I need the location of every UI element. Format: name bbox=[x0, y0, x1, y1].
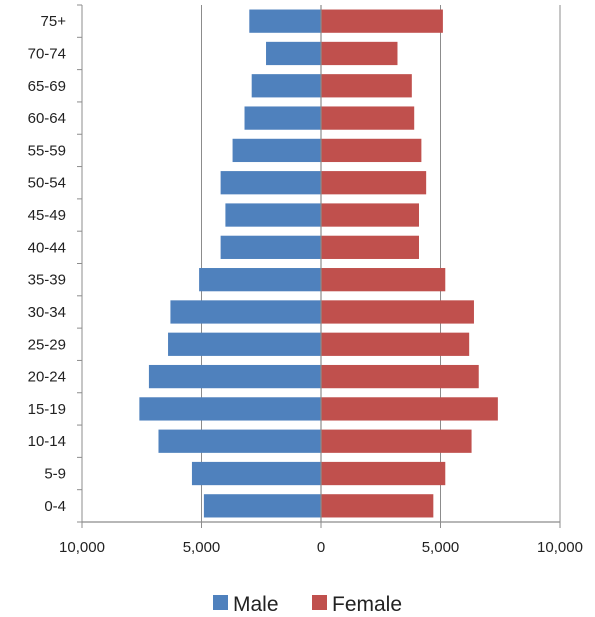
x-tick-label: 0 bbox=[317, 539, 325, 556]
bar-male-25-29 bbox=[168, 332, 321, 356]
y-tick-labels: 0-4 5-9 10-14 15-19 20-24 25-29 30-34 35-39 40-4… bbox=[28, 13, 67, 515]
bar-female-15-19 bbox=[321, 397, 498, 421]
bar-male-0-4 bbox=[203, 494, 321, 518]
bar-male-35-39 bbox=[199, 268, 321, 292]
y-tick-label: 40-44 bbox=[28, 239, 66, 256]
y-tick-label: 55-59 bbox=[28, 142, 66, 159]
x-tick-label: 10,000 bbox=[537, 539, 583, 556]
bar-male-10-14 bbox=[158, 429, 321, 453]
bar-female-0-4 bbox=[321, 494, 434, 518]
legend-swatch-male bbox=[213, 595, 228, 610]
bar-female-30-34 bbox=[321, 300, 474, 324]
bar-female-45-49 bbox=[321, 203, 419, 227]
bar-layer bbox=[139, 9, 498, 518]
x-tick-label: 5,000 bbox=[422, 539, 460, 556]
legend-label-male: Male bbox=[233, 593, 279, 616]
bar-female-65-69 bbox=[321, 74, 412, 98]
bar-female-50-54 bbox=[321, 171, 427, 195]
bar-female-40-44 bbox=[321, 235, 419, 259]
y-tick-label: 30-34 bbox=[28, 304, 66, 321]
axis-layer bbox=[77, 4, 561, 528]
bar-male-40-44 bbox=[220, 235, 321, 259]
bar-male-70-74 bbox=[266, 41, 321, 66]
bar-female-5-9 bbox=[321, 461, 446, 486]
bar-female-25-29 bbox=[321, 332, 470, 356]
bar-female-20-24 bbox=[321, 364, 479, 389]
y-tick-label: 75+ bbox=[41, 13, 67, 30]
y-tick-label: 60-64 bbox=[28, 110, 66, 127]
bar-male-20-24 bbox=[148, 364, 321, 389]
y-tick-label: 65-69 bbox=[28, 78, 66, 95]
bar-male-75+ bbox=[249, 9, 321, 33]
bar-male-5-9 bbox=[191, 461, 321, 486]
y-tick-label: 25-29 bbox=[28, 336, 66, 353]
y-tick-label: 10-14 bbox=[28, 433, 66, 450]
bar-female-35-39 bbox=[321, 268, 446, 292]
bar-female-70-74 bbox=[321, 41, 398, 66]
x-tick-label: 10,000 bbox=[59, 539, 105, 556]
bar-female-75+ bbox=[321, 9, 443, 33]
y-tick-label: 5-9 bbox=[44, 466, 66, 483]
bar-male-50-54 bbox=[220, 171, 321, 195]
x-tick-label: 5,000 bbox=[183, 539, 221, 556]
bar-female-60-64 bbox=[321, 106, 415, 130]
bar-male-45-49 bbox=[225, 203, 321, 227]
legend-swatch-female bbox=[312, 595, 327, 610]
legend: Male Female bbox=[213, 593, 402, 616]
bar-female-10-14 bbox=[321, 429, 472, 453]
bar-male-65-69 bbox=[251, 74, 321, 98]
legend-label-female: Female bbox=[332, 593, 402, 616]
y-tick-label: 70-74 bbox=[28, 45, 66, 62]
y-tick-label: 45-49 bbox=[28, 207, 66, 224]
bar-male-30-34 bbox=[170, 300, 321, 324]
y-tick-label: 50-54 bbox=[28, 175, 66, 192]
y-tick-label: 20-24 bbox=[28, 369, 66, 386]
bar-male-60-64 bbox=[244, 106, 321, 130]
bar-male-55-59 bbox=[232, 138, 321, 163]
bar-male-15-19 bbox=[139, 397, 321, 421]
y-tick-label: 0-4 bbox=[44, 498, 66, 515]
y-tick-label: 35-39 bbox=[28, 272, 66, 289]
bar-female-55-59 bbox=[321, 138, 422, 163]
y-tick-label: 15-19 bbox=[28, 401, 66, 418]
x-tick-labels: 10,000 5,000 0 5,000 10,000 bbox=[59, 539, 583, 556]
